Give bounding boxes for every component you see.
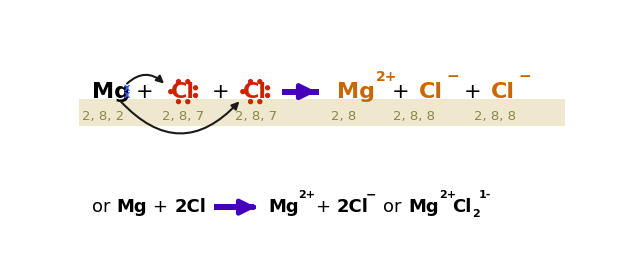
- Text: +: +: [153, 198, 168, 216]
- Text: or: or: [92, 198, 111, 216]
- Text: +: +: [136, 82, 153, 102]
- Text: Cl: Cl: [491, 82, 515, 102]
- Text: +: +: [315, 198, 330, 216]
- Text: or: or: [383, 198, 402, 216]
- Text: 1-: 1-: [479, 190, 490, 200]
- Circle shape: [241, 90, 245, 94]
- Circle shape: [186, 100, 190, 104]
- Text: 2Cl: 2Cl: [336, 198, 368, 216]
- Text: 2+: 2+: [439, 190, 456, 200]
- Text: +: +: [212, 82, 229, 102]
- Text: 2: 2: [472, 209, 480, 219]
- Text: 2+: 2+: [298, 190, 316, 200]
- Text: x: x: [124, 91, 129, 100]
- Text: 2, 8, 7: 2, 8, 7: [162, 110, 204, 123]
- Bar: [78, 99, 565, 126]
- Text: 2Cl: 2Cl: [175, 198, 207, 216]
- Circle shape: [186, 80, 190, 84]
- Text: 2, 8: 2, 8: [331, 110, 356, 123]
- Text: −: −: [447, 69, 459, 84]
- Circle shape: [169, 90, 173, 94]
- Text: +: +: [391, 82, 409, 102]
- Text: 2, 8, 2: 2, 8, 2: [82, 110, 124, 123]
- Bar: [281, 89, 319, 95]
- Circle shape: [258, 100, 262, 104]
- Text: Cl: Cl: [419, 82, 443, 102]
- Circle shape: [266, 94, 269, 97]
- Text: x: x: [124, 83, 129, 93]
- Text: −: −: [519, 69, 531, 84]
- Text: −: −: [366, 189, 377, 202]
- Text: Cl: Cl: [452, 198, 472, 216]
- Text: 2+: 2+: [376, 70, 398, 84]
- Text: 2, 8, 7: 2, 8, 7: [235, 110, 277, 123]
- Text: Cl: Cl: [243, 82, 267, 102]
- Text: 2, 8, 8: 2, 8, 8: [474, 110, 516, 123]
- Circle shape: [176, 80, 180, 84]
- Text: +: +: [463, 82, 481, 102]
- Text: Mg: Mg: [409, 198, 440, 216]
- FancyArrowPatch shape: [127, 75, 162, 84]
- Circle shape: [266, 86, 269, 90]
- Circle shape: [193, 94, 197, 97]
- Text: Mg: Mg: [116, 198, 146, 216]
- Text: Mg: Mg: [269, 198, 299, 216]
- Text: 2, 8, 8: 2, 8, 8: [393, 110, 435, 123]
- Circle shape: [176, 100, 180, 104]
- FancyArrowPatch shape: [121, 101, 238, 133]
- Circle shape: [193, 86, 197, 90]
- Circle shape: [258, 80, 262, 84]
- Text: Cl: Cl: [171, 82, 195, 102]
- Circle shape: [249, 100, 252, 104]
- Text: Mg: Mg: [92, 82, 130, 102]
- Circle shape: [249, 80, 252, 84]
- Text: Mg: Mg: [337, 82, 375, 102]
- Bar: [214, 204, 254, 210]
